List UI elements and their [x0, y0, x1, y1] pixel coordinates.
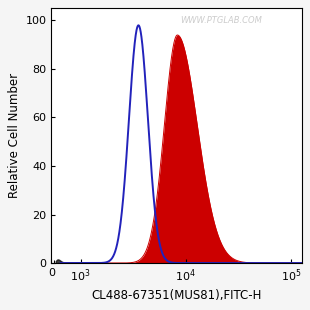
X-axis label: CL488-67351(MUS81),FITC-H: CL488-67351(MUS81),FITC-H: [91, 289, 262, 302]
Text: WWW.PTGLAB.COM: WWW.PTGLAB.COM: [180, 16, 262, 25]
Y-axis label: Relative Cell Number: Relative Cell Number: [8, 73, 21, 198]
